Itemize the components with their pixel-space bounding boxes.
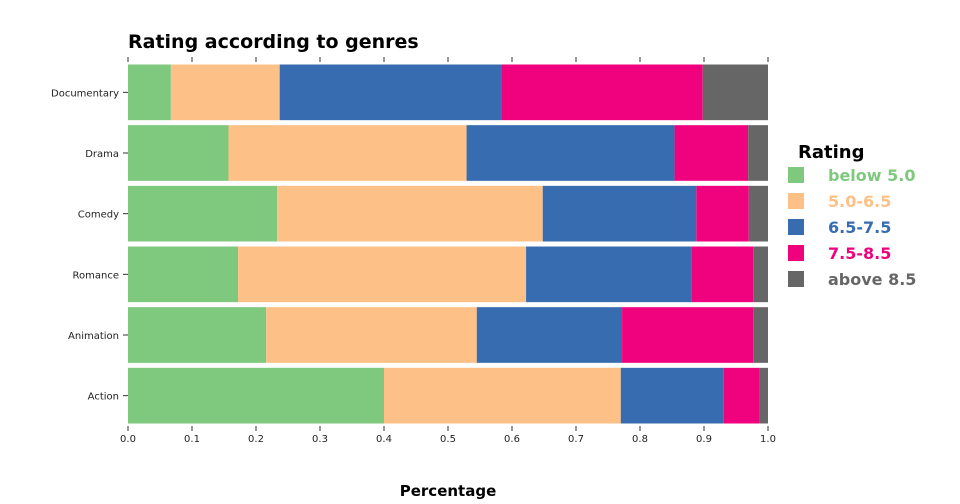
bars-group [128,64,768,424]
x-tick-label: 0.3 [312,434,328,445]
category-label: Documentary [51,88,119,99]
bar-segment-drama-3 [674,125,749,181]
bar-segment-documentary-4 [702,64,768,121]
x-tick-label: 0.4 [376,434,392,445]
bar-segment-romance-2 [526,246,692,303]
bar-segment-comedy-2 [542,185,697,242]
x-tick-label: 0.1 [184,434,200,445]
legend-swatch [788,219,804,235]
x-tick-label: 0.7 [568,434,584,445]
bar-segment-romance-4 [753,246,768,303]
x-tick-label: 0.2 [248,434,264,445]
legend: Rating below 5.0 5.0-6.5 6.5-7.5 7.5-8.5 abo… [788,142,916,289]
bar-segment-documentary-0 [128,64,171,121]
bar-segment-documentary-2 [279,64,502,121]
legend-swatch [788,167,804,183]
legend-swatch [788,245,804,261]
chart-title: Rating according to genres [128,31,419,53]
bar-segment-action-0 [128,367,384,424]
x-axis: 0.0 0.1 0.2 0.3 0.4 0.5 0.6 0.7 0.8 0.9 1.0 [120,57,776,445]
legend-label: 5.0-6.5 [828,192,891,211]
legend-label: 7.5-8.5 [828,244,891,263]
x-tick-label: 0.8 [632,434,648,445]
bar-segment-animation-4 [753,307,768,363]
bar-segment-animation-2 [476,307,623,363]
legend-label: above 8.5 [828,270,916,289]
category-label: Comedy [78,210,119,221]
bar-segment-action-1 [384,367,621,424]
bar-segment-drama-4 [748,125,768,181]
bar-segment-drama-2 [466,125,675,181]
bar-segment-comedy-4 [748,185,768,242]
legend-label: below 5.0 [828,166,915,185]
category-label: Drama [85,149,119,160]
x-tick-label: 0.0 [120,434,136,445]
bar-segment-comedy-3 [696,185,749,242]
bar-segment-romance-1 [238,246,527,303]
bar-segment-animation-1 [266,307,477,363]
x-tick-label: 1.0 [760,434,776,445]
bar-segment-documentary-3 [501,64,703,121]
x-tick-label: 0.5 [440,434,456,445]
legend-swatch [788,193,804,209]
bar-segment-romance-3 [691,246,754,303]
legend-title: Rating [798,142,864,163]
bar-segment-action-3 [723,367,760,424]
legend-label: 6.5-7.5 [828,218,891,237]
bar-segment-documentary-1 [170,64,280,121]
bar-segment-comedy-0 [128,185,278,242]
bar-segment-drama-0 [128,125,229,181]
x-axis-title: Percentage [400,482,497,500]
category-label: Action [88,392,119,403]
bar-segment-animation-3 [622,307,754,363]
bar-segment-action-2 [620,367,724,424]
bar-segment-action-4 [759,367,768,424]
bar-segment-romance-0 [128,246,239,303]
x-tick-label: 0.6 [504,434,520,445]
bar-segment-animation-0 [128,307,267,363]
category-labels-group: Documentary Drama Comedy Romance Animation Ac… [51,88,119,402]
bar-segment-comedy-1 [277,185,543,242]
legend-swatch [788,271,804,287]
category-label: Animation [68,331,119,342]
x-tick-label: 0.9 [696,434,712,445]
category-label: Romance [73,270,119,281]
bar-segment-drama-1 [228,125,467,181]
